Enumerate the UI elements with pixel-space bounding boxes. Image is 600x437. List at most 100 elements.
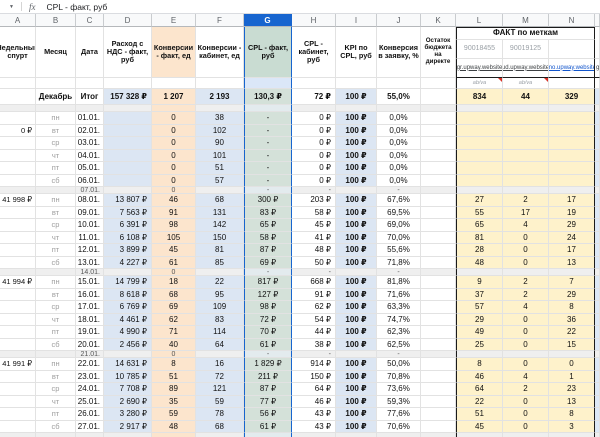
cell-j[interactable]: 0,0%	[377, 162, 421, 175]
header-cpl-fact[interactable]: CPL - факт, руб	[244, 27, 292, 78]
cell-m[interactable]	[503, 351, 549, 358]
cell-l[interactable]: 22	[456, 395, 503, 408]
cell-f[interactable]	[196, 433, 244, 437]
cell-e[interactable]: 89	[152, 383, 196, 396]
cell-n[interactable]	[549, 187, 595, 194]
cell-a[interactable]	[0, 174, 36, 187]
cell-f[interactable]: 85	[196, 256, 244, 269]
cell-date[interactable]: 04.01.	[76, 149, 104, 162]
cell-l[interactable]: 49	[456, 326, 503, 339]
cell-k[interactable]	[421, 395, 456, 408]
cell-e[interactable]: 0	[152, 269, 196, 276]
cell-day[interactable]: пт	[36, 162, 76, 175]
cell-f[interactable]: 64	[196, 338, 244, 351]
cell-l[interactable]: 51	[456, 408, 503, 421]
totals-cpl-cabinet[interactable]: 72 ₽	[292, 89, 336, 105]
cell-date[interactable]: 24.01.	[76, 383, 104, 396]
cell-c[interactable]	[76, 78, 104, 89]
cell-g[interactable]: 127 ₽	[244, 288, 292, 301]
fact-site-link-2[interactable]: ud.upway.website	[503, 59, 549, 78]
cell-d[interactable]: 6 108 ₽	[104, 231, 152, 244]
cell-m[interactable]: 4	[503, 219, 549, 232]
cell-day[interactable]: чт	[36, 313, 76, 326]
cell-o[interactable]	[595, 338, 600, 351]
cell-i[interactable]: 100 ₽	[336, 276, 377, 289]
cell-f[interactable]: 90	[196, 137, 244, 150]
cell-date[interactable]: 08.01.	[76, 194, 104, 207]
cell-l[interactable]: 57	[456, 301, 503, 314]
column-header-d[interactable]: D	[104, 14, 152, 27]
cell-l[interactable]: 28	[456, 244, 503, 257]
cell-d[interactable]: 2 456 ₽	[104, 338, 152, 351]
cell-i[interactable]	[336, 187, 377, 194]
cell-m[interactable]: 2	[503, 276, 549, 289]
cell-h[interactable]: 0 ₽	[292, 137, 336, 150]
cell-o[interactable]	[595, 420, 600, 433]
column-header-c[interactable]: C	[76, 14, 104, 27]
cell-l[interactable]	[456, 269, 503, 276]
cell-a[interactable]	[0, 149, 36, 162]
cell-d[interactable]: 14 631 ₽	[104, 358, 152, 371]
cell-k[interactable]	[421, 124, 456, 137]
cell-g[interactable]: 58 ₽	[244, 231, 292, 244]
cell-e[interactable]: 48	[152, 420, 196, 433]
cell-d[interactable]	[104, 149, 152, 162]
cell-date[interactable]: 12.01.	[76, 244, 104, 257]
cell-k[interactable]	[421, 105, 456, 112]
cell-n[interactable]	[549, 174, 595, 187]
cell-o[interactable]	[595, 231, 600, 244]
cell-date[interactable]: 16.01.	[76, 288, 104, 301]
cell-date[interactable]: 17.01.	[76, 301, 104, 314]
fact-code-1[interactable]: 90018455	[456, 40, 503, 59]
cell-f[interactable]: 142	[196, 219, 244, 232]
cell-n[interactable]: 15	[549, 338, 595, 351]
cell-n[interactable]	[549, 78, 595, 89]
cell-f[interactable]: 72	[196, 370, 244, 383]
column-header-f[interactable]: F	[196, 14, 244, 27]
cell-f[interactable]: 95	[196, 288, 244, 301]
cell-k[interactable]	[421, 370, 456, 383]
cell-l[interactable]: 9	[456, 276, 503, 289]
cell-day[interactable]: чт	[36, 231, 76, 244]
cell-k[interactable]	[421, 174, 456, 187]
cell-h[interactable]: 0 ₽	[292, 112, 336, 125]
fact-code-3[interactable]	[549, 40, 595, 59]
cell-o[interactable]	[595, 433, 600, 437]
cell-d[interactable]	[104, 433, 152, 437]
cell-m[interactable]: 0	[503, 338, 549, 351]
cell-day[interactable]: сб	[36, 420, 76, 433]
formula-bar-value[interactable]: CPL - факт, руб	[46, 1, 108, 12]
cell-i[interactable]: 100 ₽	[336, 194, 377, 207]
cell-o[interactable]	[595, 194, 600, 207]
cell-g[interactable]: 56 ₽	[244, 408, 292, 421]
cell-o[interactable]	[595, 395, 600, 408]
cell-d[interactable]: 4 990 ₽	[104, 326, 152, 339]
cell-o[interactable]	[595, 370, 600, 383]
cell-j[interactable]: 70,6%	[377, 420, 421, 433]
totals-conversions-fact[interactable]: 1 207	[152, 89, 196, 105]
cell-m[interactable]: 2	[503, 194, 549, 207]
cell-l[interactable]	[456, 112, 503, 125]
totals-month[interactable]: Декабрь	[36, 89, 76, 105]
cell-l[interactable]: 37	[456, 288, 503, 301]
cell-day[interactable]: чт	[36, 149, 76, 162]
cell-e[interactable]: 68	[152, 288, 196, 301]
cell-n[interactable]: 17	[549, 194, 595, 207]
cell-o[interactable]	[595, 78, 600, 89]
cell-f[interactable]	[196, 351, 244, 358]
cell-g[interactable]	[244, 433, 292, 437]
cell-m[interactable]	[503, 174, 549, 187]
cell-j[interactable]: 70,0%	[377, 231, 421, 244]
cell-j[interactable]: 69,5%	[377, 206, 421, 219]
cell-j[interactable]: 70,8%	[377, 370, 421, 383]
cell-n[interactable]: 22	[549, 326, 595, 339]
cell-a[interactable]	[0, 89, 36, 105]
cell-h[interactable]: 43 ₽	[292, 420, 336, 433]
cell-d[interactable]	[104, 78, 152, 89]
cell-g[interactable]	[244, 105, 292, 112]
cell-day[interactable]: пт	[36, 244, 76, 257]
cell-j[interactable]	[377, 433, 421, 437]
cell-o[interactable]	[595, 351, 600, 358]
cell-l[interactable]: 8	[456, 358, 503, 371]
cell-b[interactable]	[36, 78, 76, 89]
